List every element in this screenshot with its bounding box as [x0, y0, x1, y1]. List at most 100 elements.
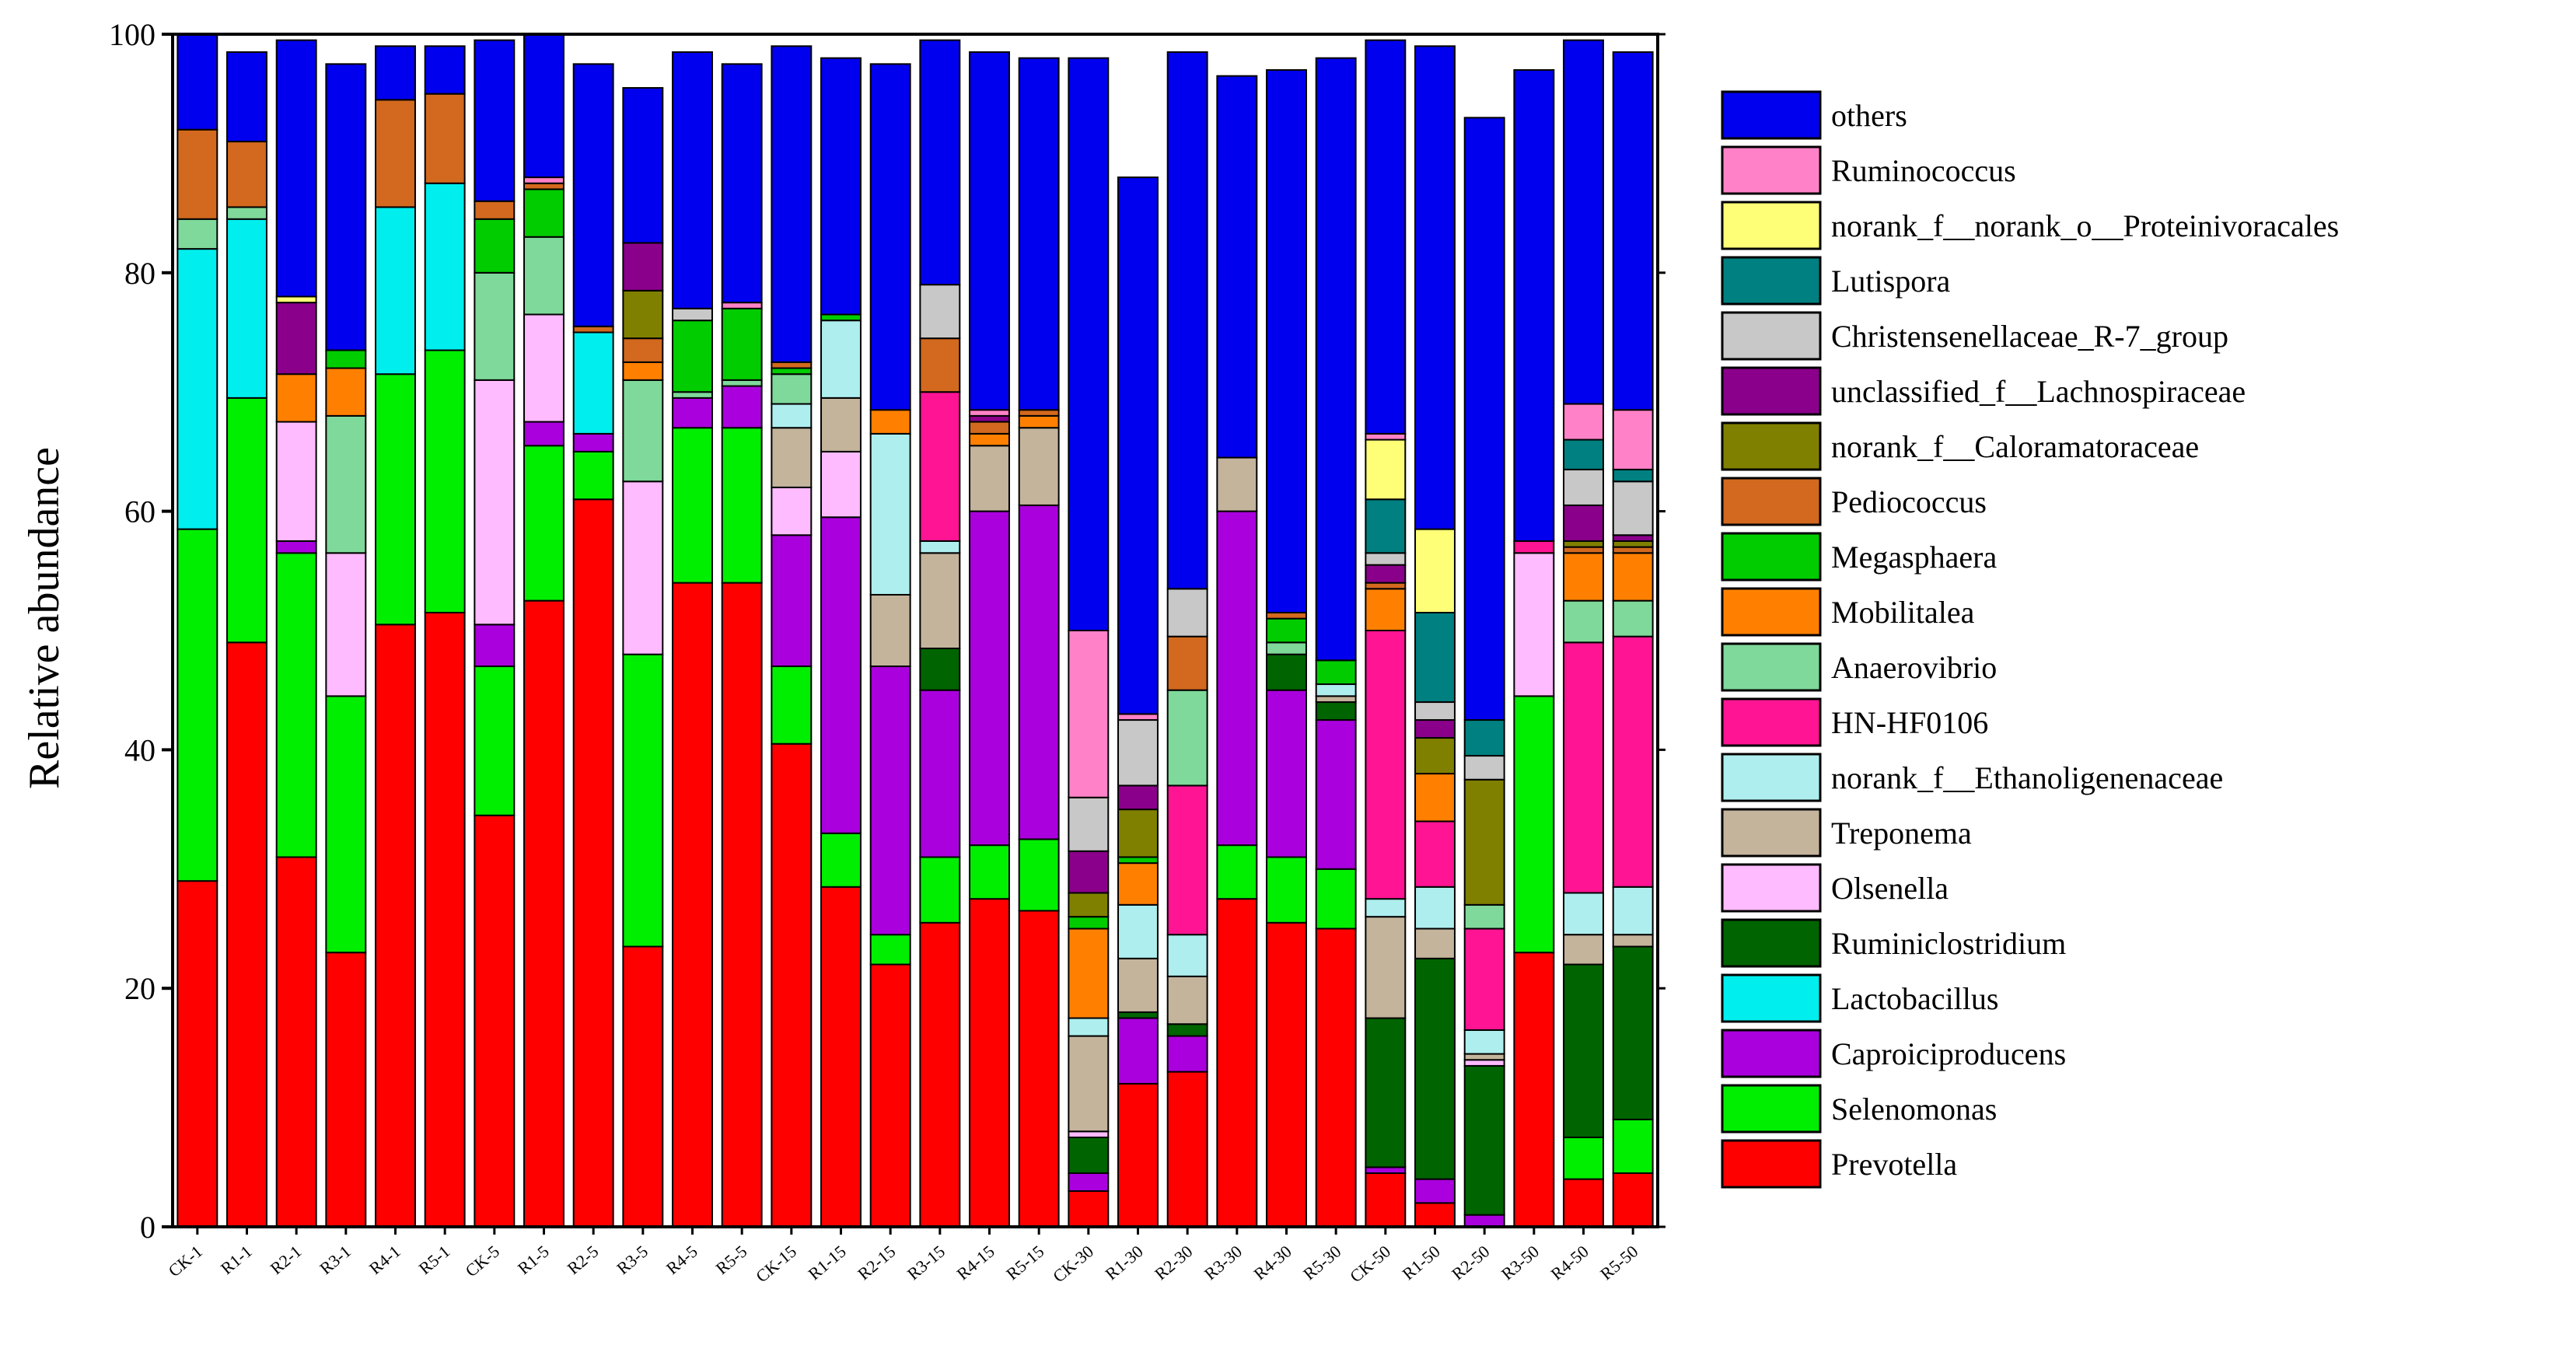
bar-segment [1068, 1172, 1110, 1192]
bar-segment [721, 385, 763, 429]
x-tick-label: CK-15 [752, 1242, 800, 1287]
bar-segment [1414, 719, 1456, 739]
bar-segment [919, 391, 961, 542]
legend-swatch [1721, 532, 1822, 582]
bar-segment [375, 206, 416, 376]
bar-segment [1117, 1082, 1159, 1228]
x-tick-label: R2-1 [267, 1242, 306, 1278]
bar-segment [424, 349, 466, 613]
bar-segment [523, 33, 564, 179]
bar-segment [1018, 427, 1060, 506]
bar-stack [1315, 57, 1357, 1228]
bar-stack [177, 33, 218, 1228]
bar-segment [721, 582, 763, 1228]
bar-stack [275, 39, 317, 1228]
bar-segment [1563, 641, 1604, 894]
x-tick-label: R5-15 [1002, 1242, 1047, 1284]
x-tick-label: R1-1 [217, 1242, 256, 1278]
bar-segment [1117, 957, 1159, 1013]
bar-segment [1266, 69, 1307, 613]
bar-segment [672, 307, 713, 322]
bar-segment [1463, 117, 1505, 721]
bar-segment [1166, 784, 1208, 936]
y-tick-label: 80 [124, 256, 156, 291]
bar-segment [1068, 1130, 1110, 1138]
x-tick-label: R4-1 [365, 1242, 404, 1278]
bar-segment [1365, 588, 1407, 631]
bar-segment [919, 921, 961, 1228]
bar-segment [820, 516, 862, 834]
bar-segment [1563, 504, 1604, 542]
bar-segment [177, 128, 218, 220]
bar-stack [820, 57, 862, 1228]
bar-segment [820, 57, 862, 316]
bar-segment [1414, 1178, 1456, 1204]
legend-item: Olsenella [1721, 863, 1949, 913]
bar-segment [1365, 552, 1407, 566]
bar-stack [1365, 39, 1407, 1228]
legend-item: norank_f__norank_o__Proteinivoracales [1721, 201, 2339, 250]
bar-segment [1463, 778, 1505, 906]
legend-label: Christensenellaceae_R-7_group [1831, 319, 2228, 354]
bar-segment [820, 313, 862, 322]
bar-segment [1463, 1214, 1505, 1228]
bar-segment [424, 45, 466, 95]
bar-segment [969, 432, 1010, 447]
x-tick-label: R2-30 [1151, 1242, 1196, 1284]
bar-segment [1463, 903, 1505, 930]
legend-label: HN-HF0106 [1831, 705, 1988, 740]
legend-swatch [1721, 863, 1822, 913]
legend-swatch [1721, 145, 1822, 195]
legend-swatch [1721, 421, 1822, 471]
bar-segment [1365, 582, 1407, 590]
bar-segment [1117, 856, 1159, 865]
bar-segment [1612, 534, 1654, 542]
legend-label: norank_f__Caloramatoraceae [1831, 429, 2199, 464]
bar-segment [523, 445, 564, 602]
bar-segment [1513, 69, 1555, 542]
x-tick-label: R3-1 [316, 1242, 355, 1278]
bar-segment [820, 397, 862, 452]
bar-segment [275, 302, 317, 376]
x-tick-label: R4-15 [953, 1242, 998, 1284]
bar-segment [1266, 617, 1307, 644]
bar-segment [1563, 438, 1604, 470]
bar-segment [325, 552, 367, 697]
bar-segment [919, 648, 961, 691]
bar-segment [1166, 1035, 1208, 1073]
bar-segment [622, 242, 664, 292]
bar-segment [1563, 1178, 1604, 1228]
bar-segment [1513, 952, 1555, 1228]
legend-item: Caproiciproducens [1721, 1029, 2066, 1078]
legend-label: norank_f__Ethanoligenenaceae [1831, 760, 2223, 795]
x-tick-label: R2-15 [854, 1242, 899, 1284]
bar-segment [969, 51, 1010, 411]
x-tick-label: CK-1 [165, 1242, 207, 1281]
bar-segment [820, 450, 862, 519]
bar-segment [1612, 635, 1654, 888]
bar-segment [672, 582, 713, 1228]
x-tick-label: R1-30 [1102, 1242, 1147, 1284]
bar-segment [771, 742, 813, 1228]
bar-stack [1612, 51, 1654, 1228]
bar-segment [572, 63, 614, 327]
bar-segment [1463, 1053, 1505, 1061]
legend-item: Ruminococcus [1721, 145, 2016, 195]
bar-segment [721, 307, 763, 381]
bar-segment [1563, 963, 1604, 1138]
bar-segment [869, 593, 911, 668]
legend-swatch [1721, 477, 1822, 526]
bar-segment [1365, 498, 1407, 554]
bar-segment [869, 432, 911, 596]
bar-segment [226, 141, 267, 208]
bar-segment [919, 337, 961, 393]
bar-segment [325, 952, 367, 1228]
bar-segment [226, 206, 267, 220]
bar-segment [523, 188, 564, 238]
x-tick-label: R1-15 [805, 1242, 850, 1284]
x-tick-label: R4-30 [1250, 1242, 1295, 1284]
bar-segment [1068, 630, 1110, 798]
bar-segment [1365, 898, 1407, 918]
bar-segment [1365, 39, 1407, 435]
